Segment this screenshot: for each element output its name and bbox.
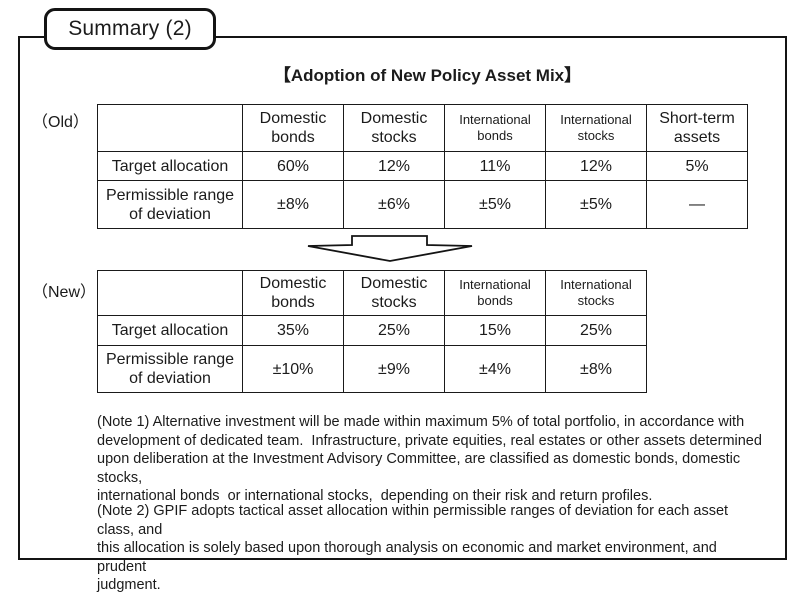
new-deviation-value: ±4% [444, 345, 546, 393]
old-deviation-value: ±6% [343, 180, 445, 229]
old-target-value: 11% [444, 151, 546, 181]
new-deviation-value: ±10% [242, 345, 344, 393]
note-1: (Note 1) Alternative investment will be … [97, 414, 762, 505]
old-target-value: 60% [242, 151, 344, 181]
new-col-international-stocks: International stocks [545, 270, 647, 316]
new-target-row-label: Target allocation [97, 315, 243, 346]
down-arrow-icon [307, 235, 473, 262]
old-deviation-row: Permissible range of deviation ±8% ±6% ±… [97, 180, 748, 229]
old-target-value: 12% [343, 151, 445, 181]
old-deviation-value: ±5% [545, 180, 647, 229]
new-target-value: 15% [444, 315, 546, 346]
section-heading: 【Adoption of New Policy Asset Mix】 [273, 66, 582, 85]
old-target-value: 12% [545, 151, 647, 181]
old-label: （Old） [32, 114, 89, 131]
new-deviation-row-label: Permissible range of deviation [97, 345, 243, 393]
new-label: （New） [32, 284, 97, 301]
old-col-international-bonds: International bonds [444, 104, 546, 152]
old-target-row-label: Target allocation [97, 151, 243, 181]
old-col-international-stocks: International stocks [545, 104, 647, 152]
new-target-value: 35% [242, 315, 344, 346]
slide-title: Summary (2) [68, 17, 192, 40]
new-policy-table: Domestic bonds Domestic stocks Internati… [97, 270, 647, 393]
old-policy-table: Domestic bonds Domestic stocks Internati… [97, 104, 748, 229]
new-corner-cell [97, 270, 243, 316]
old-col-domestic-bonds: Domestic bonds [242, 104, 344, 152]
new-deviation-row: Permissible range of deviation ±10% ±9% … [97, 345, 647, 393]
old-target-value: 5% [646, 151, 748, 181]
old-col-short-term-assets: Short-term assets [646, 104, 748, 152]
old-deviation-value: — [646, 180, 748, 229]
note-2: (Note 2) GPIF adopts tactical asset allo… [97, 503, 729, 594]
old-deviation-row-label: Permissible range of deviation [97, 180, 243, 229]
new-deviation-value: ±9% [343, 345, 445, 393]
new-col-domestic-stocks: Domestic stocks [343, 270, 445, 316]
new-target-value: 25% [545, 315, 647, 346]
slide-title-box: Summary (2) [44, 8, 216, 50]
old-deviation-value: ±8% [242, 180, 344, 229]
new-deviation-value: ±8% [545, 345, 647, 393]
new-col-domestic-bonds: Domestic bonds [242, 270, 344, 316]
old-target-row: Target allocation 60% 12% 11% 12% 5% [97, 151, 748, 181]
old-header-row: Domestic bonds Domestic stocks Internati… [97, 104, 748, 152]
old-col-domestic-stocks: Domestic stocks [343, 104, 445, 152]
old-deviation-value: ±5% [444, 180, 546, 229]
slide-outer-frame [18, 36, 787, 560]
new-col-international-bonds: International bonds [444, 270, 546, 316]
new-target-value: 25% [343, 315, 445, 346]
old-corner-cell [97, 104, 243, 152]
new-target-row: Target allocation 35% 25% 15% 25% [97, 315, 647, 346]
new-header-row: Domestic bonds Domestic stocks Internati… [97, 270, 647, 316]
